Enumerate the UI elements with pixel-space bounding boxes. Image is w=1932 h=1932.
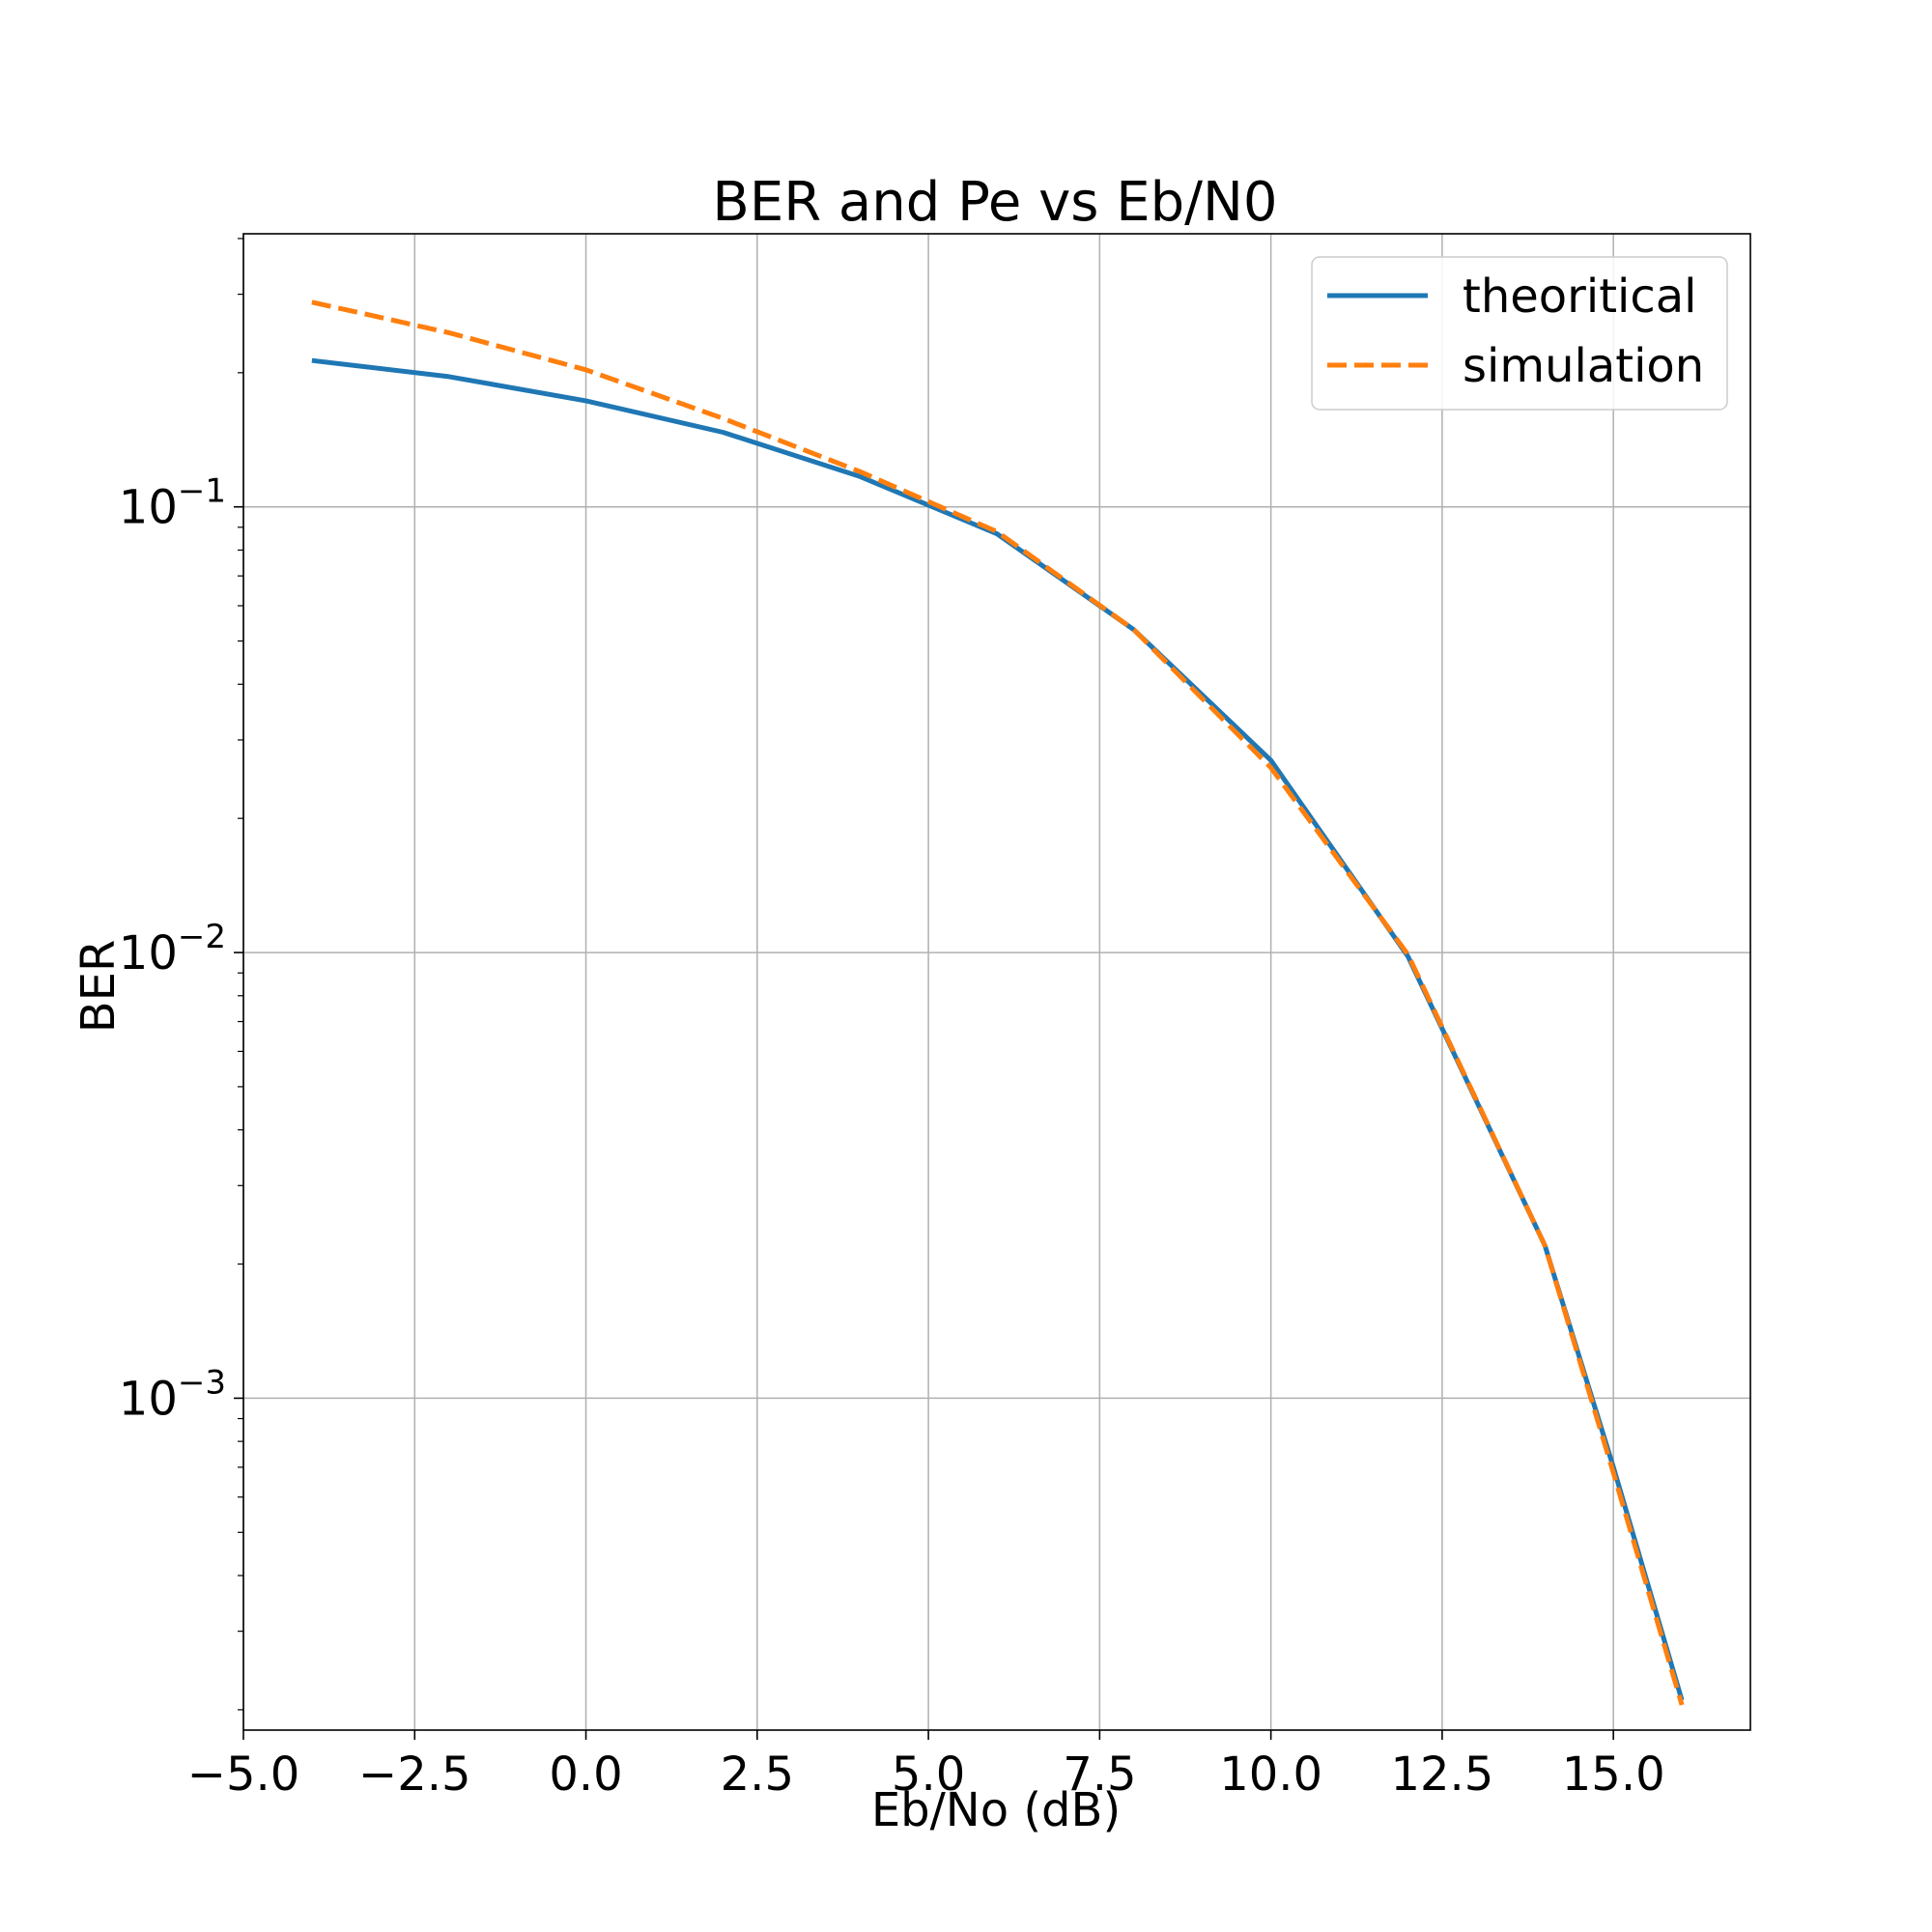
y-tick-label: 10−1 — [119, 472, 226, 535]
x-axis-label: Eb/No (dB) — [871, 1783, 1121, 1837]
plot-frame — [242, 233, 1751, 1731]
x-tick-label: 10.0 — [1219, 1747, 1322, 1802]
x-tick-label: 7.5 — [1063, 1747, 1136, 1802]
y-axis-ticks: 10−1 10−2 10−3 — [119, 238, 243, 1711]
x-tick-label: −5.0 — [187, 1747, 300, 1802]
series-line-simulation — [311, 299, 1685, 1706]
x-tick-label: −2.5 — [358, 1747, 471, 1802]
x-tick-label: 12.5 — [1390, 1747, 1493, 1802]
x-tick-label: 2.5 — [721, 1747, 794, 1802]
x-axis-ticks: −5.0 −2.5 0.0 2.5 5.0 7.5 10.0 12.5 15.0 — [187, 1730, 1665, 1802]
series-layer — [311, 299, 1685, 1706]
grid-lines — [242, 234, 1750, 1730]
legend: theoritical simulation — [1311, 256, 1728, 411]
legend-label-simulation: simulation — [1463, 339, 1704, 393]
x-tick-label: 15.0 — [1562, 1747, 1665, 1802]
y-tick-label: 10−2 — [119, 918, 226, 980]
x-tick-label: 0.0 — [549, 1747, 622, 1802]
legend-label-theoritical: theoritical — [1463, 270, 1697, 324]
y-axis-label: BER — [71, 940, 126, 1034]
chart-title: BER and Pe vs Eb/N0 — [712, 171, 1277, 234]
y-tick-label: 10−3 — [119, 1363, 226, 1426]
x-tick-label: 5.0 — [892, 1747, 965, 1802]
